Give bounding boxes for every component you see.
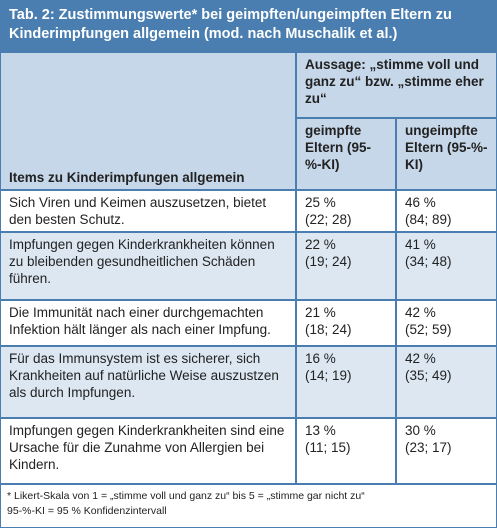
confidence-interval: (14; 19) [305, 368, 352, 383]
value-cell: 30 % (23; 17) [395, 417, 496, 485]
item-cell: Sich Viren und Keimen auszusetzen, biete… [1, 189, 297, 233]
value-cell: 42 % (52; 59) [395, 299, 496, 347]
table: Items zu Kinderimpfungen allgemein Aussa… [1, 51, 496, 485]
value-cell: 42 % (35; 49) [395, 345, 496, 419]
footnote-line: * Likert-Skala von 1 = „stimme voll und … [7, 490, 365, 502]
table-body: Sich Viren und Keimen auszusetzen, biete… [1, 189, 496, 485]
item-cell: Impfungen gegen Kinderkrankheiten sind e… [1, 417, 297, 485]
column-header: geimpfte Eltern (95-%-KI) [296, 117, 397, 191]
confidence-interval: (18; 24) [305, 322, 352, 337]
column-header: Items zu Kinderimpfungen allgemein [1, 51, 297, 191]
item-cell: Die Immunität nach einer durchgemachten … [1, 299, 297, 347]
value-cell: 13 % (11; 15) [295, 417, 397, 485]
percent: 22 % [305, 237, 336, 252]
value-cell: 21 % (18; 24) [295, 299, 397, 347]
value-cell: 22 % (19; 24) [295, 231, 397, 301]
item-cell: Impfungen gegen Kinderkrankheiten können… [1, 231, 297, 301]
table-row: Impfungen gegen Kinderkrankheiten können… [1, 231, 496, 301]
column-header: ungeimpfte Eltern (95-%-KI) [395, 117, 496, 191]
table-row: Für das Immunsystem ist es sicherer, sic… [1, 345, 496, 419]
title: Tab. 2: Zustimmungswerte* bei geimpften/… [1, 1, 496, 51]
percent: 42 % [405, 305, 436, 320]
confidence-interval: (19; 24) [305, 254, 352, 269]
column-group-header: Aussage: „stimme voll und ganz zu“ bzw. … [295, 51, 496, 119]
item-cell: Für das Immunsystem ist es sicherer, sic… [1, 345, 297, 419]
confidence-interval: (84; 89) [405, 212, 452, 227]
value-cell: 25 % (22; 28) [295, 189, 397, 233]
value-cell: 46 % (84; 89) [395, 189, 496, 233]
percent: 13 % [305, 423, 336, 438]
percent: 16 % [305, 351, 336, 366]
footnote: * Likert-Skala von 1 = „stimme voll und … [1, 485, 496, 523]
confidence-interval: (11; 15) [305, 440, 351, 455]
footnote-line: 95-%-KI = 95 % Konfidenzintervall [7, 505, 167, 517]
percent: 21 % [305, 305, 336, 320]
confidence-interval: (34; 48) [405, 254, 452, 269]
confidence-interval: (22; 28) [305, 212, 352, 227]
table-row: Impfungen gegen Kinderkrankheiten sind e… [1, 417, 496, 485]
percent: 41 % [405, 237, 436, 252]
confidence-interval: (35; 49) [405, 368, 452, 383]
table-row: Die Immunität nach einer durchgemachten … [1, 299, 496, 347]
confidence-interval: (23; 17) [405, 440, 452, 455]
percent: 30 % [405, 423, 436, 438]
percent: 46 % [405, 195, 436, 210]
value-cell: 16 % (14; 19) [295, 345, 397, 419]
percent: 25 % [305, 195, 336, 210]
confidence-interval: (52; 59) [405, 322, 452, 337]
value-cell: 41 % (34; 48) [395, 231, 496, 301]
table-row: Sich Viren und Keimen auszusetzen, biete… [1, 189, 496, 233]
percent: 42 % [405, 351, 436, 366]
